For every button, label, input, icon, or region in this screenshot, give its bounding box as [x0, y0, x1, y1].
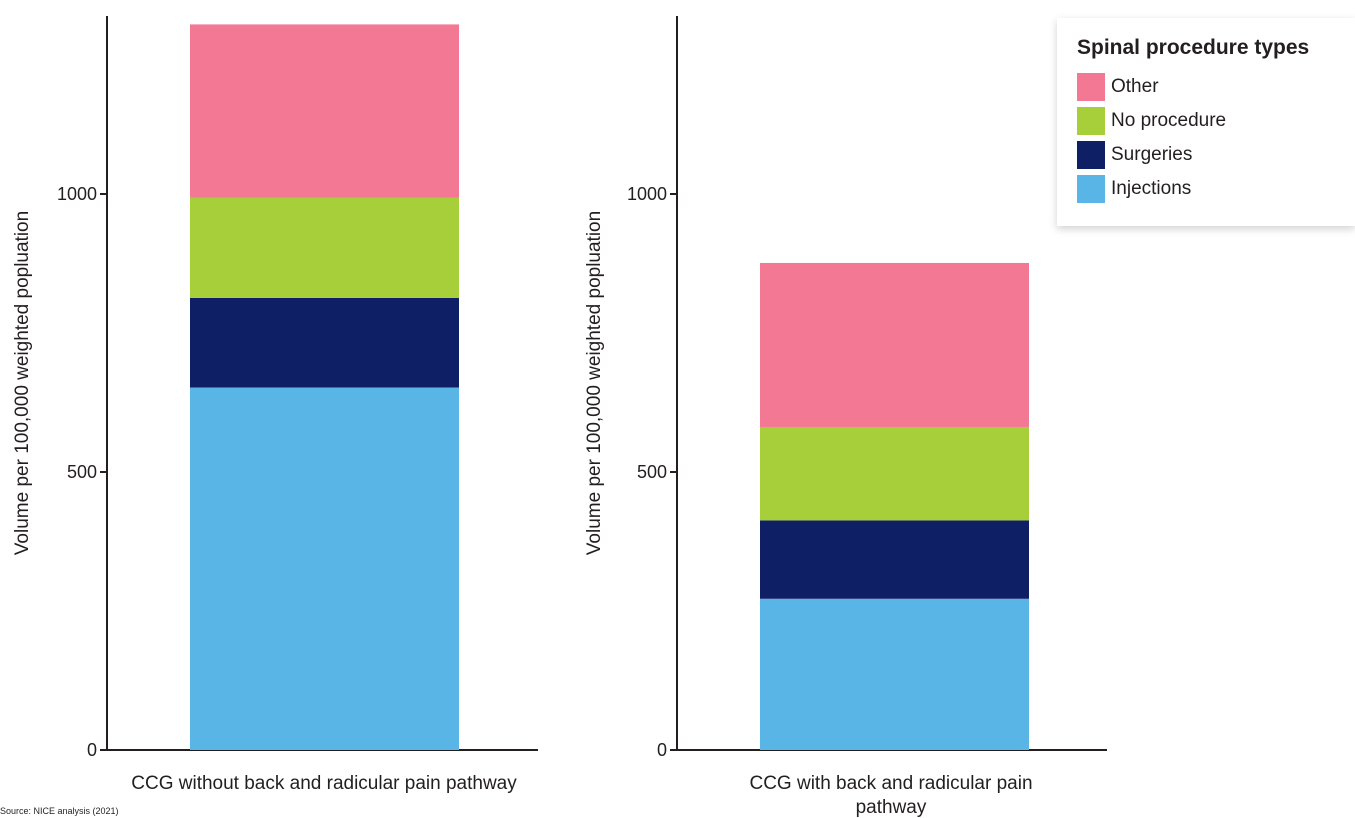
right-y-tick-label: 0 — [657, 740, 667, 760]
right-bar-segment-surgeries — [760, 520, 1029, 599]
source-footnote: Source: NICE analysis (2021) — [0, 806, 119, 816]
left-y-tick-label: 1000 — [57, 184, 97, 204]
legend-title: Spinal procedure types — [1077, 36, 1310, 59]
left-y-tick-label: 0 — [87, 740, 97, 760]
left-panel: 0 500 1000 Volume per 100,000 weighted pop… — [12, 16, 538, 794]
right-y-axis-title: Volume per 100,000 weighted popluation — [584, 211, 605, 555]
left-y-ticks: 0 500 1000 — [57, 184, 107, 760]
left-category-label: CCG without back and radicular pain path… — [131, 773, 517, 794]
left-bar-stack — [190, 24, 459, 750]
left-bar-segment-surgeries — [190, 297, 459, 388]
legend-label: Surgeries — [1111, 144, 1193, 165]
legend-swatch — [1077, 73, 1105, 101]
right-y-tick-label: 1000 — [627, 184, 667, 204]
right-category-label: CCG with back and radicular pain pathway — [749, 773, 1032, 818]
legend-swatch — [1077, 141, 1105, 169]
legend-item: No procedure — [1077, 104, 1355, 138]
right-bar-segment-no-procedure — [760, 426, 1029, 521]
left-bar-segment-other — [190, 24, 459, 198]
legend-swatch — [1077, 175, 1105, 203]
right-y-tick-label: 500 — [637, 462, 667, 482]
legend-item: Surgeries — [1077, 138, 1355, 172]
legend-items: Other No procedure Surgeries Injections — [1077, 70, 1355, 206]
left-bar-segment-injections — [190, 387, 459, 750]
right-bar-segment-other — [760, 262, 1029, 427]
legend-item: Injections — [1077, 172, 1355, 206]
right-y-ticks: 0 500 1000 — [627, 184, 677, 760]
left-y-tick-label: 500 — [67, 462, 97, 482]
legend-swatch — [1077, 107, 1105, 135]
right-panel: 0 500 1000 Volume per 100,000 weighted pop… — [584, 16, 1107, 818]
right-bar-stack — [760, 262, 1029, 750]
legend-label: Injections — [1111, 178, 1192, 199]
legend: Spinal procedure types Other No procedure… — [1057, 18, 1355, 226]
left-y-axis-title: Volume per 100,000 weighted popluation — [12, 211, 33, 555]
legend-label: Other — [1111, 76, 1159, 97]
right-bar-segment-injections — [760, 598, 1029, 750]
legend-item: Other — [1077, 70, 1355, 104]
legend-label: No procedure — [1111, 110, 1227, 131]
left-bar-segment-no-procedure — [190, 197, 459, 298]
